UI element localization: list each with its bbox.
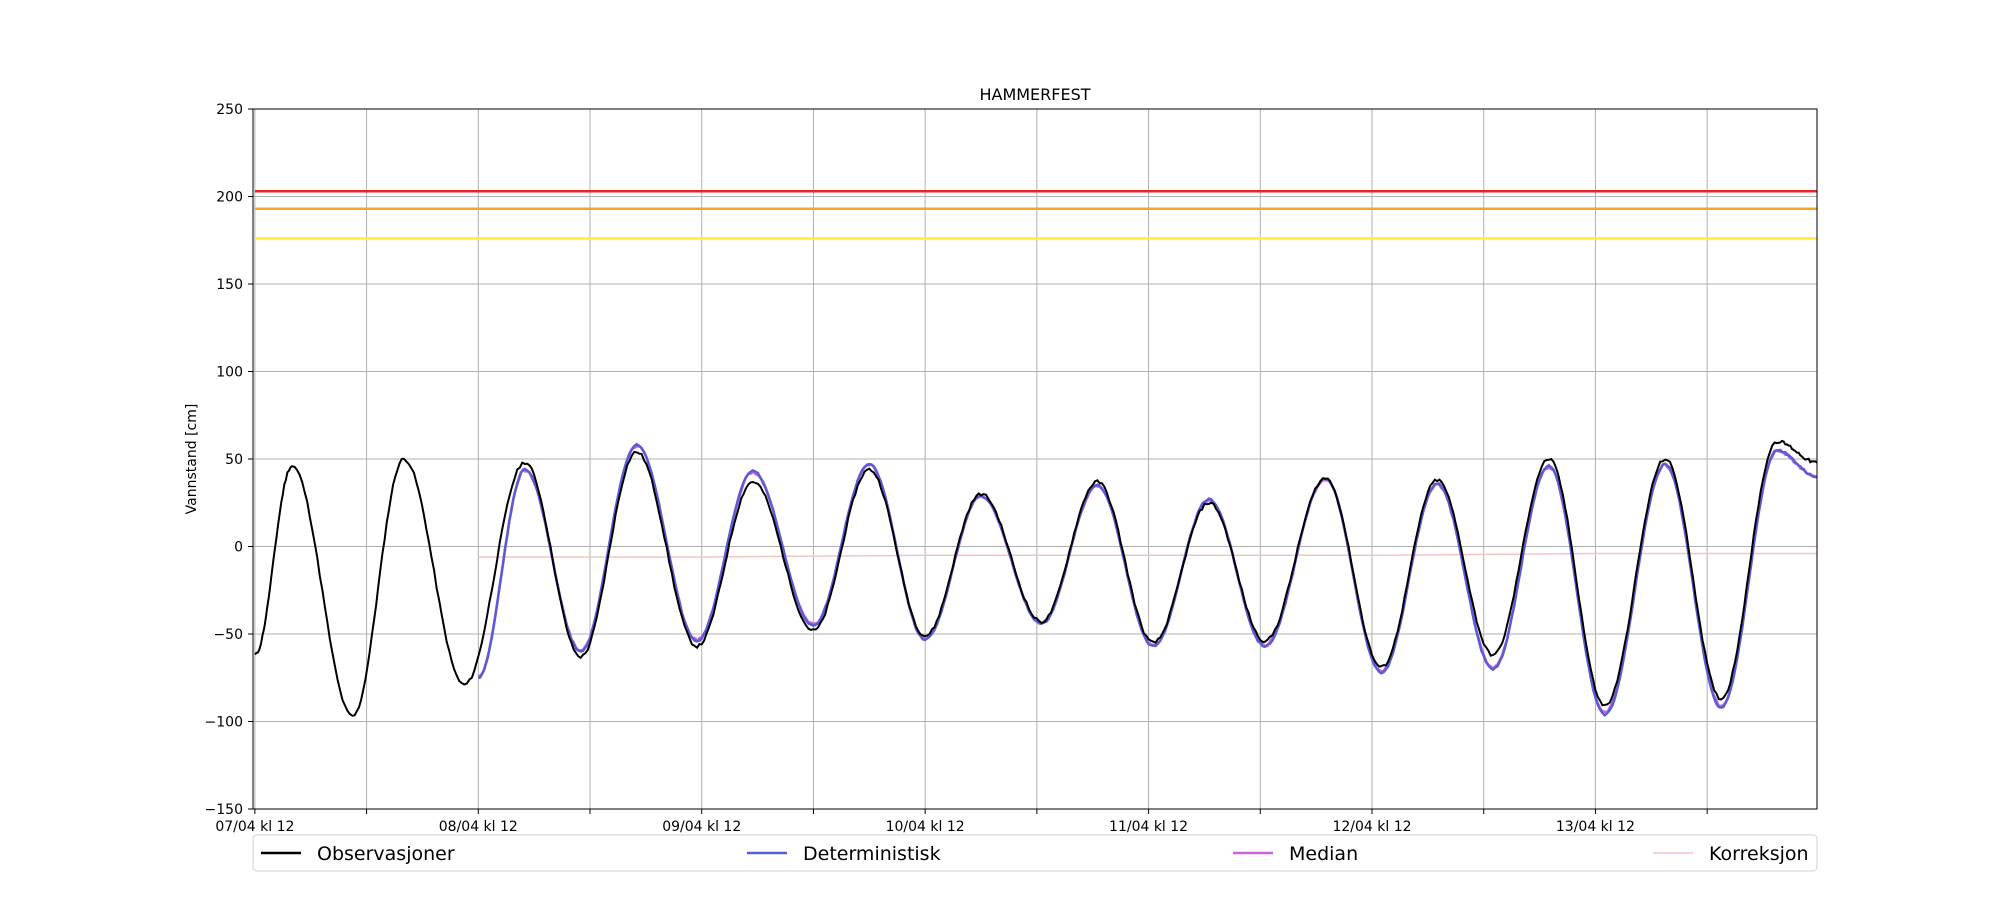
y-tick-label: 50 xyxy=(225,452,243,468)
y-tick-label: −150 xyxy=(205,802,243,818)
grid-lines xyxy=(253,108,1817,810)
x-tick-label: 11/04 kl 12 xyxy=(1109,819,1188,835)
x-tick-label: 07/04 kl 12 xyxy=(215,819,294,835)
y-tick-label: 200 xyxy=(216,190,243,206)
series-line-median xyxy=(477,444,1818,714)
x-axis-ticks: 07/04 kl 12 08/04 kl 12 09/04 kl 12 10/04 k… xyxy=(215,809,1708,835)
y-tick-label: 100 xyxy=(216,365,243,381)
chart-title: HAMMERFEST xyxy=(979,85,1090,104)
y-tick-label: 150 xyxy=(216,277,243,293)
y-tick-label: 250 xyxy=(216,102,243,118)
y-tick-label: −100 xyxy=(205,715,243,731)
legend-box xyxy=(252,834,1818,872)
x-tick-label: 09/04 kl 12 xyxy=(662,819,741,835)
series-line-observasjoner xyxy=(254,439,1818,717)
series-line-deterministisk xyxy=(477,442,1818,718)
x-tick-label: 08/04 kl 12 xyxy=(439,819,518,835)
series-lines xyxy=(254,439,1818,718)
x-tick-label: 10/04 kl 12 xyxy=(886,819,965,835)
y-tick-label: 0 xyxy=(234,540,243,556)
legend-label: Median xyxy=(1289,843,1358,865)
x-tick-label: 12/04 kl 12 xyxy=(1332,819,1411,835)
legend-label: Deterministisk xyxy=(803,843,941,865)
y-axis-label: Vannstand [cm] xyxy=(184,404,200,515)
threshold-lines xyxy=(254,190,1817,240)
legend-label: Korreksjon xyxy=(1709,843,1809,865)
legend: Observasjoner Deterministisk Median Korreks… xyxy=(252,834,1818,872)
legend-label: Observasjoner xyxy=(317,843,455,865)
y-tick-label: −50 xyxy=(213,627,243,643)
y-axis-ticks: −150 −100 −50 0 50 100 150 200 250 xyxy=(205,102,253,818)
x-tick-label: 13/04 kl 12 xyxy=(1556,819,1635,835)
series-line-korreksjon xyxy=(478,552,1817,558)
